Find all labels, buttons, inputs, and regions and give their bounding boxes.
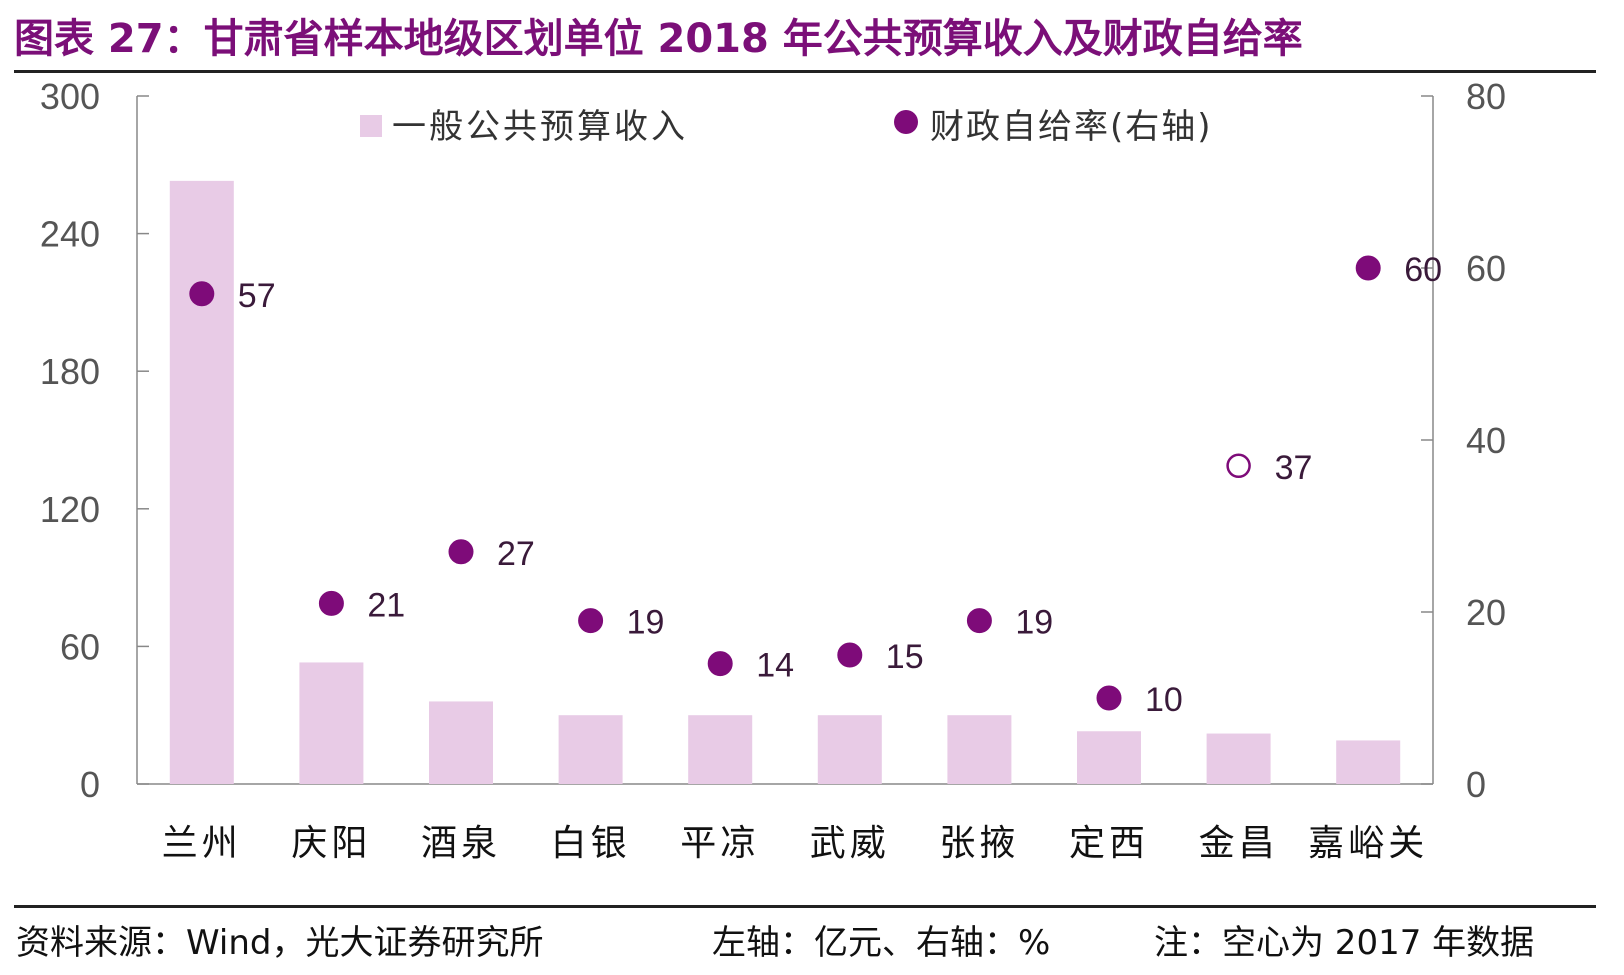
bar [429, 701, 493, 784]
point [837, 642, 863, 668]
bar [817, 715, 882, 784]
data-label: 60 [1404, 251, 1442, 289]
data-label: 19 [1015, 604, 1053, 642]
point [189, 281, 215, 307]
category-label: 白银 [551, 823, 631, 864]
data-label: 57 [238, 277, 276, 315]
bar [947, 715, 1012, 784]
right-tick-label: 60 [1466, 248, 1506, 289]
right-tick-label: 80 [1466, 76, 1506, 117]
data-label: 10 [1145, 681, 1183, 719]
title-rule [14, 70, 1596, 73]
category-label: 兰州 [162, 823, 242, 864]
data-label: 37 [1275, 449, 1313, 487]
category-label: 嘉峪关 [1308, 823, 1428, 864]
bar [169, 180, 234, 784]
right-tick-label: 40 [1466, 420, 1506, 461]
category-label: 金昌 [1199, 823, 1279, 864]
category-label: 武威 [810, 823, 890, 864]
legend-bar-label: 一般公共预算收入 [392, 107, 688, 147]
category-label: 庆阳 [291, 823, 371, 864]
left-tick-label: 60 [60, 626, 100, 667]
data-label: 27 [497, 535, 535, 573]
point [448, 539, 474, 565]
bar [558, 715, 623, 784]
point [1355, 255, 1381, 281]
category-label: 定西 [1069, 823, 1149, 864]
right-tick-label: 0 [1466, 764, 1486, 805]
point [966, 608, 992, 634]
bar [1336, 740, 1401, 784]
left-tick-label: 120 [40, 489, 100, 530]
chart-canvas: 0 60 120 180 240 300 0 20 40 60 80 兰州 庆阳 酒泉 白银 平凉 武威 张掖 定西… [40, 76, 1506, 864]
source-note: 资料来源：Wind，光大证券研究所 [16, 923, 544, 963]
bar [688, 715, 753, 784]
data-label: 19 [627, 604, 665, 642]
hollow-point [1226, 453, 1251, 479]
bar [299, 662, 364, 784]
legend-dot-label: 财政自给率(右轴) [930, 107, 1213, 147]
point [1096, 685, 1122, 711]
data-label: 15 [886, 638, 924, 676]
right-tick-label: 20 [1466, 592, 1506, 633]
bar [1206, 733, 1271, 784]
units-note: 左轴：亿元、右轴：% [712, 923, 1051, 963]
category-label: 张掖 [939, 823, 1019, 864]
left-tick-label: 0 [80, 764, 100, 805]
data-label: 14 [756, 647, 794, 685]
legend-bar-swatch [360, 115, 382, 137]
left-tick-label: 180 [40, 351, 100, 392]
left-tick-label: 300 [40, 76, 100, 117]
legend-dot-swatch [894, 110, 918, 134]
hollow-note: 注：空心为 2017 年数据 [1154, 923, 1535, 963]
bar [1077, 731, 1141, 784]
footer-rule [14, 905, 1596, 908]
point [318, 590, 344, 616]
data-label: 21 [367, 586, 405, 624]
point [578, 608, 604, 634]
category-label: 平凉 [680, 823, 760, 864]
left-tick-label: 240 [40, 214, 100, 255]
figure-title: 图表 27：甘肃省样本地级区划单位 2018 年公共预算收入及财政自给率 [14, 16, 1303, 62]
point [707, 651, 733, 677]
category-label: 酒泉 [421, 823, 501, 864]
